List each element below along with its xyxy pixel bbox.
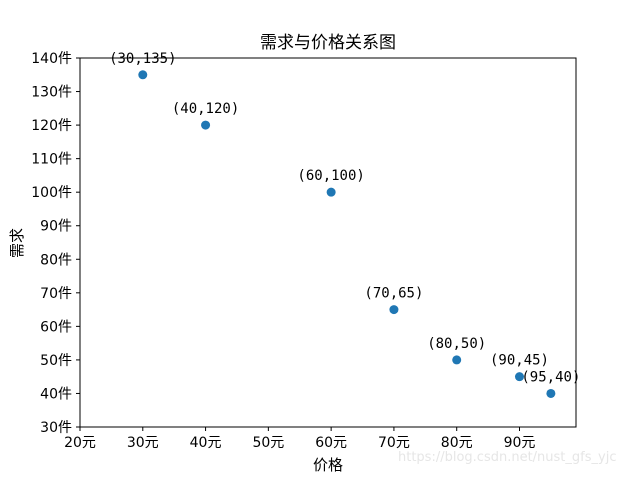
point-label: (95,40) — [521, 369, 580, 385]
y-tick-label: 110件 — [31, 152, 72, 168]
data-point — [389, 305, 399, 315]
point-label: (80,50) — [427, 336, 486, 352]
y-tick-label: 60件 — [40, 319, 72, 335]
y-tick-label: 120件 — [31, 118, 72, 134]
y-tick-label: 30件 — [40, 420, 72, 436]
x-tick-label: 80元 — [441, 435, 473, 451]
y-axis-label: 需求 — [8, 228, 26, 258]
x-tick-label: 40元 — [190, 435, 222, 451]
y-axis: 30件 40件 50件 60件 70件 80件 90件 100件 110件 120件 130件 140… — [31, 51, 80, 436]
plot-frame — [79, 57, 577, 428]
data-point — [452, 355, 462, 365]
point-label: (30,135) — [109, 51, 176, 67]
x-tick-label: 50元 — [252, 435, 284, 451]
y-tick-label: 40件 — [40, 386, 72, 402]
x-axis: 20元 30元 40元 50元 60元 70元 80元 90元 — [64, 427, 535, 451]
x-tick-label: 30元 — [127, 435, 159, 451]
point-label: (60,100) — [297, 168, 364, 184]
x-axis-label: 价格 — [313, 456, 343, 474]
point-label: (40,120) — [172, 101, 239, 117]
data-point — [326, 187, 336, 197]
data-points: (30,135)(40,120)(60,100)(70,65)(80,50)(9… — [109, 51, 580, 398]
x-tick-label: 60元 — [315, 435, 347, 451]
y-tick-label: 50件 — [40, 353, 72, 369]
x-tick-label: 90元 — [504, 435, 536, 451]
y-tick-label: 140件 — [31, 51, 72, 67]
chart-title: 需求与价格关系图 — [260, 33, 396, 53]
point-label: (90,45) — [490, 353, 549, 369]
x-tick-label: 20元 — [64, 435, 96, 451]
y-tick-label: 130件 — [31, 85, 72, 101]
y-tick-label: 100件 — [31, 185, 72, 201]
x-tick-label: 70元 — [378, 435, 410, 451]
data-point — [546, 388, 556, 398]
y-tick-label: 80件 — [40, 252, 72, 268]
watermark: https://blog.csdn.net/nust_gfs_yjc — [398, 450, 617, 465]
data-point — [138, 70, 148, 80]
y-tick-label: 70件 — [40, 286, 72, 302]
y-tick-label: 90件 — [40, 219, 72, 235]
data-point — [514, 372, 524, 382]
data-point — [201, 120, 211, 130]
point-label: (70,65) — [364, 286, 423, 302]
